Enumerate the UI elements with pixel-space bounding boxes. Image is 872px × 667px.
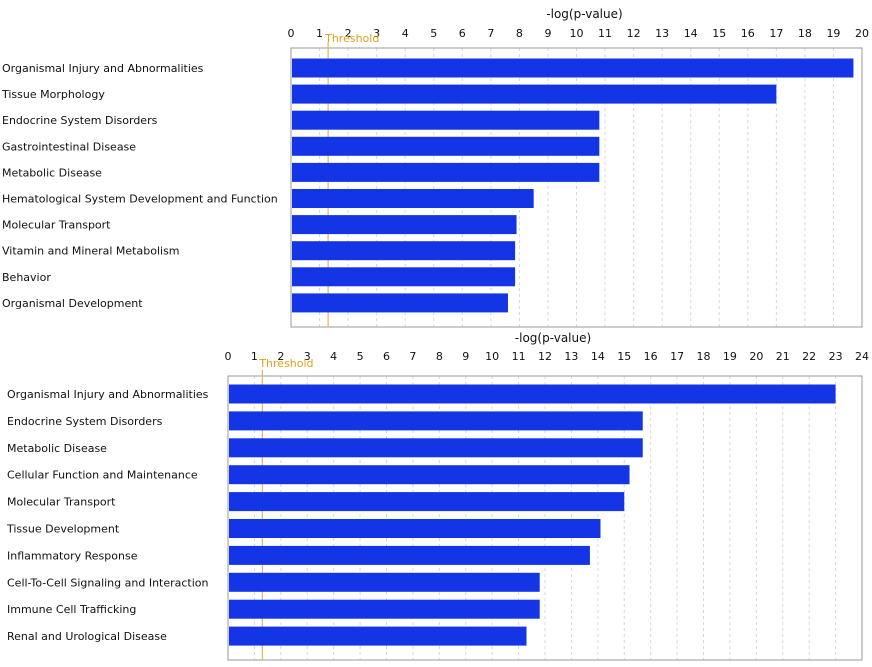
- category-label: Gastrointestinal Disease: [2, 140, 136, 153]
- x-tick-label: 3: [373, 27, 380, 40]
- x-tick-label: 19: [826, 27, 840, 40]
- category-label: Organismal Injury and Abnormalities: [2, 62, 204, 75]
- x-tick-label: 18: [697, 350, 711, 363]
- x-tick-label: 10: [570, 27, 584, 40]
- bar: [292, 293, 508, 313]
- x-tick-label: 17: [670, 350, 684, 363]
- x-tick-label: 21: [776, 350, 790, 363]
- bar: [292, 136, 600, 156]
- x-tick-label: 11: [598, 27, 612, 40]
- x-tick-label: 7: [409, 350, 416, 363]
- category-label: Endocrine System Disorders: [2, 114, 158, 127]
- category-label: Tissue Development: [6, 523, 120, 536]
- x-tick-label: 4: [402, 27, 409, 40]
- x-tick-label: 11: [512, 350, 526, 363]
- category-label: Immune Cell Trafficking: [7, 603, 136, 616]
- x-tick-label: 8: [436, 350, 443, 363]
- category-label: Organismal Development: [2, 297, 143, 310]
- threshold-label: Threshold: [324, 32, 379, 45]
- x-tick-label: 2: [345, 27, 352, 40]
- x-tick-label: 13: [564, 350, 578, 363]
- category-label: Molecular Transport: [7, 496, 116, 509]
- x-tick-label: 14: [684, 27, 698, 40]
- category-label: Metabolic Disease: [2, 166, 102, 179]
- category-label: Behavior: [2, 271, 51, 284]
- bar: [292, 162, 600, 182]
- bar: [292, 241, 516, 261]
- x-tick-label: 8: [516, 27, 523, 40]
- category-label: Molecular Transport: [2, 219, 111, 232]
- x-tick-label: 9: [544, 27, 551, 40]
- bar: [229, 519, 601, 538]
- plot-frame: [290, 47, 863, 328]
- x-tick-label: 15: [712, 27, 726, 40]
- x-tick-label: 19: [723, 350, 737, 363]
- bar: [229, 545, 590, 565]
- category-label: Cellular Function and Maintenance: [7, 469, 198, 482]
- bar: [229, 572, 540, 592]
- x-tick-label: 5: [357, 350, 364, 363]
- x-tick-label: 7: [487, 27, 494, 40]
- x-tick-label: 6: [459, 27, 466, 40]
- bar: [292, 215, 517, 235]
- x-tick-label: 16: [741, 27, 755, 40]
- bar: [229, 492, 625, 512]
- x-tick-label: 10: [485, 350, 499, 363]
- bar: [292, 189, 534, 208]
- x-tick-label: 1: [251, 350, 258, 363]
- category-label: Inflammatory Response: [7, 549, 138, 562]
- x-tick-label: 17: [769, 27, 783, 40]
- x-tick-label: 1: [316, 27, 323, 40]
- category-label: Hematological System Development and Fun…: [2, 193, 278, 206]
- bar: [292, 110, 600, 130]
- x-tick-label: 22: [802, 350, 816, 363]
- bar: [292, 58, 854, 78]
- x-tick-label: 9: [462, 350, 469, 363]
- x-tick-label: 12: [538, 350, 552, 363]
- bar: [292, 267, 516, 287]
- category-label: Organismal Injury and Abnormalities: [7, 388, 209, 401]
- x-tick-label: 18: [798, 27, 812, 40]
- x-tick-label: 16: [644, 350, 658, 363]
- x-tick-label: 4: [330, 350, 337, 363]
- bar: [229, 411, 643, 431]
- category-label: Renal and Urological Disease: [7, 630, 167, 643]
- bar: [229, 599, 540, 619]
- bar: [229, 465, 630, 485]
- x-tick-label: 14: [591, 350, 605, 363]
- x-tick-label: 5: [430, 27, 437, 40]
- category-label: Vitamin and Mineral Metabolism: [2, 245, 180, 258]
- category-label: Metabolic Disease: [7, 442, 107, 455]
- x-axis-title: -log(p-value): [546, 7, 622, 21]
- x-tick-label: 20: [749, 350, 763, 363]
- category-label: Tissue Morphology: [1, 88, 105, 101]
- x-tick-label: 2: [277, 350, 284, 363]
- category-label: Cell-To-Cell Signaling and Interaction: [7, 576, 209, 589]
- x-tick-label: 20: [855, 27, 869, 40]
- x-tick-label: 13: [655, 27, 669, 40]
- x-axis-title: -log(p-value): [515, 331, 591, 345]
- bar: [292, 84, 777, 104]
- bar: [229, 438, 643, 458]
- x-tick-label: 15: [617, 350, 631, 363]
- bar: [229, 626, 527, 646]
- x-tick-label: 3: [304, 350, 311, 363]
- threshold-label: Threshold: [258, 357, 313, 370]
- x-tick-label: 6: [383, 350, 390, 363]
- x-tick-label: 12: [627, 27, 641, 40]
- x-tick-label: 23: [829, 350, 843, 363]
- x-tick-label: 0: [288, 27, 295, 40]
- plot-frame: [227, 375, 863, 661]
- x-tick-label: 0: [225, 350, 232, 363]
- category-label: Endocrine System Disorders: [7, 415, 163, 428]
- x-tick-label: 24: [855, 350, 869, 363]
- bar: [229, 384, 836, 404]
